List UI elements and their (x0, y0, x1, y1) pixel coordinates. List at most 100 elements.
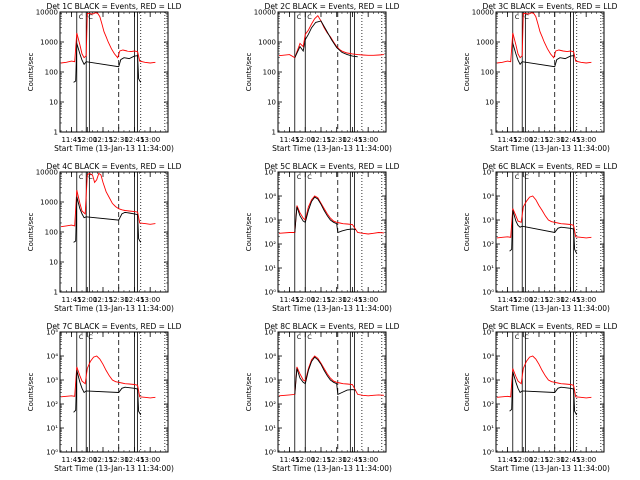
x-axis-label: Start Time (13-Jan-13 11:34:00) (490, 304, 610, 313)
x-tick-label: 12:30 (327, 136, 347, 144)
panel-title: Det 7C BLACK = Events, RED = LLD (47, 322, 182, 331)
y-tick-label: 10³ (482, 217, 494, 225)
panel-title: Det 8C BLACK = Events, RED = LLD (265, 322, 400, 331)
plot-frame (277, 11, 387, 133)
lld-series-line (60, 172, 156, 228)
panel-det-2: Det 2C BLACK = Events, RED = LLD 1 10 100 10… (245, 2, 400, 153)
x-tick-label: 12:30 (109, 136, 129, 144)
panel-title: Det 6C BLACK = Events, RED = LLD (483, 162, 618, 171)
x-tick-label: 12:15 (93, 296, 113, 304)
y-tick-label: 1000 (258, 39, 276, 47)
y-tick-label: 10⁴ (264, 193, 276, 201)
flag-label: C (307, 173, 312, 181)
plot-frame (277, 171, 387, 293)
y-tick-label: 10¹ (482, 425, 494, 433)
plot-frame (495, 171, 605, 293)
x-tick-label: 12:00 (77, 136, 97, 144)
y-axis-label: Counts/sec (27, 53, 35, 92)
panel-title: Det 3C BLACK = Events, RED = LLD (483, 2, 618, 11)
y-axis-label: Counts/sec (245, 213, 253, 252)
y-tick-label: 10⁵ (46, 329, 58, 337)
panel-det-5: Det 5C BLACK = Events, RED = LLD 10⁰ 10¹ 10… (245, 162, 400, 313)
y-axis-label: Counts/sec (245, 373, 253, 412)
flag-label: C (524, 173, 529, 181)
y-axis-label: Counts/sec (27, 213, 35, 252)
lld-series-line (60, 12, 156, 64)
flag-label: C (524, 333, 529, 341)
y-tick-label: 10² (482, 401, 494, 409)
y-tick-label: 1 (272, 129, 276, 137)
x-tick-label: 11:45 (61, 456, 81, 464)
x-tick-label: 13:00 (140, 296, 160, 304)
y-tick-label: 10⁴ (482, 353, 494, 361)
flag-label: C (515, 333, 520, 341)
y-tick-label: 10² (482, 241, 494, 249)
x-tick-label: 12:00 (513, 296, 533, 304)
x-axis-label: Start Time (13-Jan-13 11:34:00) (54, 304, 174, 313)
panel-det-7: Det 7C BLACK = Events, RED = LLD 10⁰ 10¹ 10… (27, 322, 182, 473)
y-tick-label: 10⁵ (482, 329, 494, 337)
x-tick-label: 12:00 (513, 136, 533, 144)
x-axis-label: Start Time (13-Jan-13 11:34:00) (490, 464, 610, 473)
x-tick-label: 13:00 (576, 136, 596, 144)
y-tick-label: 1000 (40, 199, 58, 207)
flag-label: C (79, 13, 84, 21)
x-tick-label: 13:00 (140, 136, 160, 144)
flag-label: C (515, 173, 520, 181)
x-tick-label: 13:00 (576, 456, 596, 464)
y-tick-label: 1000 (476, 39, 494, 47)
events-series-line (512, 43, 574, 68)
x-axis-label: Start Time (13-Jan-13 11:34:00) (272, 144, 392, 153)
y-tick-label: 10 (485, 99, 494, 107)
x-tick-label: 12:15 (93, 456, 113, 464)
x-tick-label: 13:00 (358, 296, 378, 304)
x-tick-label: 12:15 (529, 296, 549, 304)
x-tick-label: 11:45 (279, 456, 299, 464)
y-tick-label: 10¹ (264, 425, 276, 433)
x-tick-label: 13:00 (358, 456, 378, 464)
y-axis-label: Counts/sec (463, 53, 471, 92)
x-tick-label: 12:30 (109, 296, 129, 304)
events-series-line (73, 370, 142, 416)
y-tick-label: 10000 (36, 9, 58, 17)
panel-det-8: Det 8C BLACK = Events, RED = LLD 10⁰ 10¹ 10… (245, 322, 400, 473)
x-tick-label: 12:15 (529, 136, 549, 144)
x-tick-label: 11:45 (279, 296, 299, 304)
x-tick-label: 12:30 (109, 456, 129, 464)
flag-label: C (524, 13, 529, 21)
x-axis-label: Start Time (13-Jan-13 11:34:00) (272, 464, 392, 473)
panel-title: Det 1C BLACK = Events, RED = LLD (47, 2, 182, 11)
y-tick-label: 100 (263, 69, 276, 77)
x-tick-label: 12:15 (529, 456, 549, 464)
y-tick-label: 10⁰ (264, 289, 276, 297)
y-tick-label: 10000 (472, 9, 494, 17)
panel-title: Det 5C BLACK = Events, RED = LLD (265, 162, 400, 171)
x-axis-label: Start Time (13-Jan-13 11:34:00) (490, 144, 610, 153)
events-series-line (509, 210, 578, 254)
y-tick-label: 10 (49, 259, 58, 267)
x-tick-label: 13:00 (358, 136, 378, 144)
x-tick-label: 12:00 (513, 456, 533, 464)
lld-series-line (278, 195, 384, 235)
flag-label: C (79, 333, 84, 341)
plot-frame (495, 331, 605, 453)
y-axis-label: Counts/sec (463, 213, 471, 252)
plot-frame (495, 11, 605, 133)
x-tick-label: 12:45 (342, 136, 362, 144)
lld-series-line (60, 355, 156, 399)
y-tick-label: 10¹ (482, 265, 494, 273)
x-tick-label: 11:45 (279, 136, 299, 144)
y-tick-label: 10 (49, 99, 58, 107)
x-tick-label: 12:00 (77, 456, 97, 464)
x-tick-label: 12:45 (124, 296, 144, 304)
flag-label: C (79, 173, 84, 181)
y-tick-label: 1 (490, 129, 494, 137)
x-tick-label: 12:45 (124, 136, 144, 144)
events-series-line (294, 356, 356, 396)
x-tick-label: 12:30 (327, 456, 347, 464)
y-tick-label: 10¹ (46, 425, 58, 433)
flag-label: C (297, 173, 302, 181)
x-tick-label: 12:45 (560, 296, 580, 304)
y-tick-label: 10⁰ (482, 449, 494, 457)
lld-series-line (496, 12, 592, 64)
